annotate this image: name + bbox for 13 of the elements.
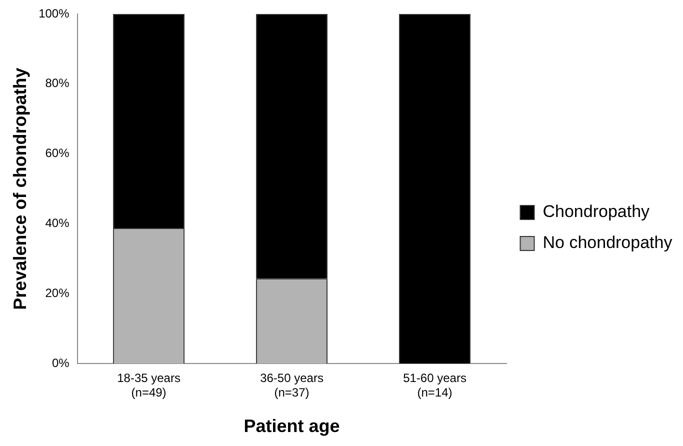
x-tick-label: 51-60 years (n=14)	[403, 371, 466, 400]
y-axis-title: Prevalence of chondropathy	[10, 68, 30, 310]
y-tick-label: 40%	[45, 216, 70, 230]
x-tick-label: 36-50 years (n=37)	[260, 371, 324, 400]
y-tick-label: 0%	[52, 356, 70, 370]
x-axis-title: Patient age	[244, 416, 340, 436]
y-tick-label: 100%	[38, 6, 70, 20]
y-tick-label: 80%	[45, 76, 70, 90]
y-tick-label: 60%	[45, 146, 70, 160]
y-tick-label: 20%	[45, 286, 70, 300]
x-tick-label: 18-35 years (n=49)	[117, 371, 180, 400]
legend-label: No chondropathy	[542, 233, 673, 252]
legend-label: Chondropathy	[542, 202, 650, 222]
